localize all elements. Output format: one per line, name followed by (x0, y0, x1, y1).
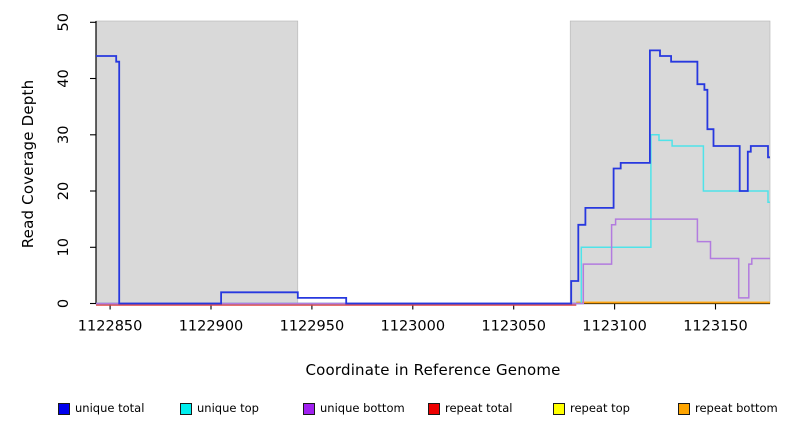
x-tick-label: 1122850 (78, 319, 143, 335)
unique-total-swatch-icon (58, 403, 70, 415)
y-tick-label: 20 (56, 182, 72, 200)
repeat-total-swatch-icon (428, 403, 440, 415)
x-tick-label: 1123000 (381, 319, 446, 335)
repeat-top-swatch-icon (553, 403, 565, 415)
y-tick-label: 30 (56, 126, 72, 144)
series-line-unique-total (96, 49, 770, 305)
legend-label: unique total (75, 401, 145, 415)
x-tick-label: 1122950 (280, 319, 345, 335)
series-line-unique-top (96, 134, 770, 305)
x-tick-label: 1123150 (683, 319, 748, 335)
y-tick-label: 0 (56, 299, 72, 308)
legend-label: repeat bottom (695, 401, 778, 415)
legend-label: repeat total (445, 401, 513, 415)
shaded-region (95, 20, 299, 304)
legend-label: repeat top (570, 401, 630, 415)
series-line-unique-bottom (96, 218, 770, 305)
coverage-chart-canvas: 1122850 1122900 1122950 1123000 1123050 11231… (56, 13, 771, 335)
y-axis-title: Read Coverage Depth (19, 79, 37, 249)
y-tick-label: 50 (56, 13, 72, 31)
y-tick-label: 10 (56, 238, 72, 256)
shaded-region (569, 20, 771, 304)
x-axis-title: Coordinate in Reference Genome (305, 361, 561, 379)
legend-label: unique bottom (320, 401, 405, 415)
legend: unique total unique top unique bottom repea… (0, 399, 792, 423)
x-tick-label: 1122900 (179, 319, 244, 335)
x-tick-label: 1123050 (481, 319, 546, 335)
x-tick-label: 1123100 (582, 319, 647, 335)
y-tick-label: 40 (56, 69, 72, 87)
unique-bottom-swatch-icon (303, 403, 315, 415)
legend-label: unique top (197, 401, 259, 415)
repeat-bottom-swatch-icon (678, 403, 690, 415)
unique-top-swatch-icon (180, 403, 192, 415)
